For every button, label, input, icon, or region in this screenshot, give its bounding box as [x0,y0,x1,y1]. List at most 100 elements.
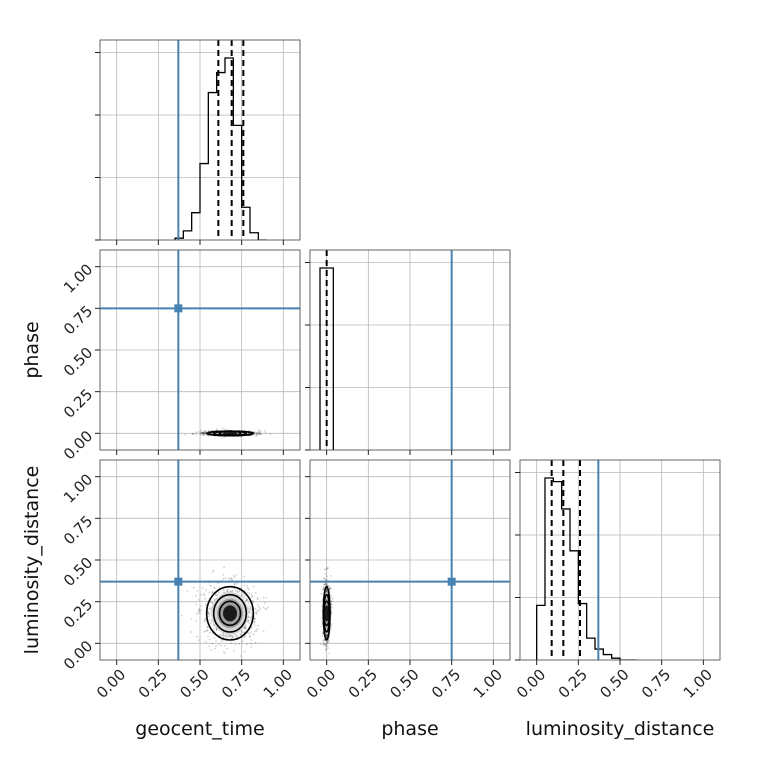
scatter-point [235,635,238,638]
scatter-point [323,644,325,647]
scatter-point [207,612,210,615]
scatter-point [324,646,327,648]
scatter-point [198,609,200,612]
scatter-point [203,430,206,432]
scatter-point [195,433,198,436]
scatter-point [215,428,218,431]
scatter-point [330,606,333,608]
contour-2 [322,600,331,627]
contour-0 [205,585,255,641]
x-tick-label: 0.75 [638,666,674,702]
panel-luminosity_distance-vs-geocent_time: 0.00 0.25 0.50 0.75 1.000.000.250.500.751.00 [60,459,301,702]
scatter-point [204,630,207,632]
scatter-point [265,597,267,599]
x-tick-label: 0.25 [345,666,381,702]
y-tick-label: 0.00 [60,427,96,463]
scatter-point [208,611,210,614]
scatter-point [325,634,328,637]
scatter-point [210,649,212,651]
scatter-point [205,620,207,622]
scatter-point [244,635,246,638]
scatter-point [325,634,328,637]
truth-marker [174,304,183,313]
scatter-point [237,591,240,594]
scatter-point [232,635,234,637]
scatter-point [327,641,330,643]
scatter-point [259,607,261,610]
scatter-point [247,619,250,622]
scatter-point [207,635,209,638]
scatter-point [203,620,206,622]
scatter-point [250,612,252,614]
scatter-point [322,639,324,642]
scatter-point [247,632,250,635]
scatter-point [222,588,225,591]
scatter-point [209,607,212,610]
scatter-point [223,436,226,439]
scatter-point [208,615,211,618]
scatter-point [200,605,203,607]
scatter-point [184,433,187,436]
scatter-point [328,588,331,590]
panel-luminosity_distance-vs-phase: 0.00 0.25 0.50 0.75 1.00 [303,459,511,702]
scatter-point [249,609,252,611]
scatter-point [210,592,213,595]
scatter-point [245,599,248,601]
scatter-point [213,586,215,589]
scatter-point [211,632,214,634]
scatter-point [326,584,329,587]
scatter-point [223,652,226,654]
scatter-point [233,650,235,652]
scatter-point [199,433,202,436]
scatter-point [252,633,255,636]
scatter-point [251,595,254,598]
scatter-point [257,433,259,436]
scatter-point [240,594,243,597]
scatter-point [233,576,236,578]
scatter-point [180,614,183,617]
scatter-point [253,621,256,623]
scatter-point [256,597,259,599]
scatter-point [254,607,257,610]
scatter-point [204,430,207,433]
scatter-point [214,647,217,650]
scatter-point [267,606,269,609]
scatter-point [195,595,197,597]
scatter-point [192,432,194,435]
scatter-point [257,432,260,434]
panel-content [100,250,300,450]
scatter-point [213,624,215,627]
x-tick-label: 0.75 [218,666,254,702]
scatter-point [254,611,257,614]
scatter-point [243,626,246,629]
scatter-point [229,635,232,638]
x-tick-label: 0.25 [555,666,591,702]
scatter-point [230,634,233,637]
scatter-point [326,640,329,643]
scatter-point [241,594,244,597]
scatter-point [324,583,327,586]
scatter-point [190,618,193,620]
scatter-point [326,589,328,592]
panel-luminosity_distance-vs-luminosity_distance: 0.00 0.25 0.50 0.75 1.00 [513,459,721,702]
scatter-point [238,642,240,645]
scatter-point [245,599,248,602]
scatter-point [244,594,246,597]
scatter-point [202,432,205,435]
scatter-point [259,433,261,435]
scatter-point [247,588,250,591]
scatter-point [208,607,211,610]
scatter-point [250,596,253,599]
scatter-point [324,644,327,646]
scatter-point [254,630,257,632]
scatter-point [232,575,235,577]
scatter-point [326,635,328,637]
scatter-point [324,648,327,651]
scatter-point [204,432,207,435]
scatter-point [202,432,205,435]
scatter-point [211,591,214,593]
x-tick-label: 0.50 [386,666,422,702]
panel-content [310,460,510,660]
scatter-point [209,618,211,621]
scatter-point [322,587,325,589]
